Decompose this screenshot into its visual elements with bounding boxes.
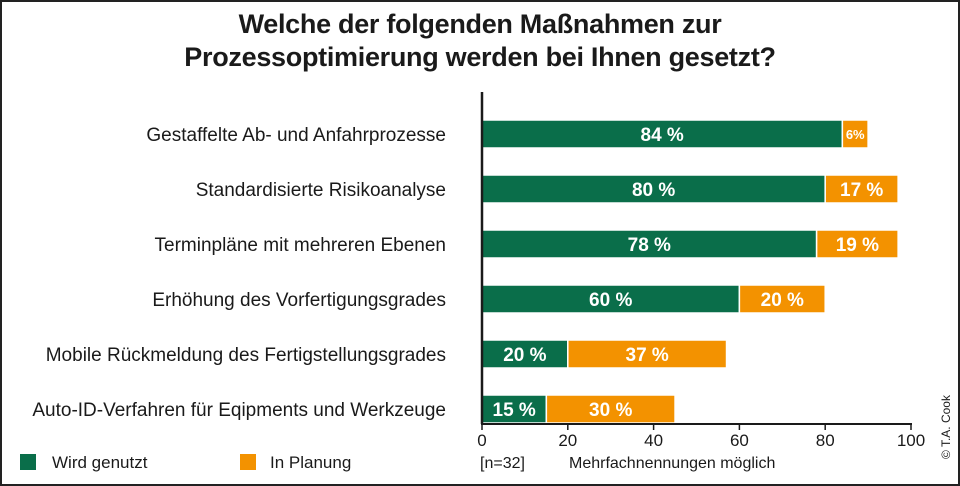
value-label-wird-genutzt-6: 15 % <box>493 400 536 421</box>
x-tick-label-0: 0 <box>477 431 486 450</box>
value-label-in-planung-6: 30 % <box>589 400 632 421</box>
category-label-standardisierte-risikoanalyse: Standardisierte Risikoanalyse <box>196 180 446 201</box>
value-label-in-planung-3: 19 % <box>836 235 879 256</box>
value-label-wird-genutzt-2: 80 % <box>632 180 675 201</box>
category-label-mobile-rueckmeldung-des-fertigstellungsgrades: Mobile Rückmeldung des Fertigstellungsgr… <box>46 345 446 366</box>
category-label-terminplaene-mit-mehreren-ebenen: Terminpläne mit mehreren Ebenen <box>155 235 447 256</box>
value-label-in-planung-5: 37 % <box>626 345 669 366</box>
chart-title: Welche der folgenden Maßnahmen zur Proze… <box>2 8 958 74</box>
category-label-auto-id-verfahren-fuer-eqipments-und-werkzeuge: Auto-ID-Verfahren für Eqipments und Werk… <box>32 400 446 421</box>
bar-in-planung-6 <box>545 394 676 424</box>
value-label-wird-genutzt-5: 20 % <box>503 345 546 366</box>
bar-wird-genutzt-3 <box>481 229 818 259</box>
legend-swatch-wird-genutzt <box>20 454 36 470</box>
legend-label-in-planung: In Planung <box>270 453 351 472</box>
bar-in-planung-1 <box>841 119 869 149</box>
legend-label-wird-genutzt: Wird genutzt <box>52 453 148 472</box>
x-tick-label-20: 20 <box>558 431 577 450</box>
bar-in-planung-3 <box>815 229 899 259</box>
bar-in-planung-2 <box>824 174 899 204</box>
copyright-note: © T.A. Cook <box>939 394 953 459</box>
value-label-wird-genutzt-3: 78 % <box>628 235 671 256</box>
bar-group: 84 % 6% 80 % 17 % 78 % 19 % 60 % 20 % 20 % 37 % 15… <box>481 119 899 424</box>
category-label-gestaffelte-ab-und-anfahrprozesse: Gestaffelte Ab- und Anfahrprozesse <box>146 125 446 146</box>
x-tick-label-40: 40 <box>644 431 663 450</box>
value-label-in-planung-2: 17 % <box>840 180 883 201</box>
chart-title-line-1: Welche der folgenden Maßnahmen zur <box>238 9 722 39</box>
legend-swatch-in-planung <box>240 454 256 470</box>
x-tick-label-60: 60 <box>730 431 749 450</box>
x-axis: 0 20 40 60 80 100 <box>477 92 925 450</box>
value-label-in-planung-4: 20 % <box>761 290 804 311</box>
x-tick-label-80: 80 <box>816 431 835 450</box>
x-tick-label-100: 100 <box>897 431 925 450</box>
chart-title-line-2: Prozessoptimierung werden bei Ihnen gese… <box>184 42 776 72</box>
multiple-answers-note: Mehrfachnennungen möglich <box>569 455 775 472</box>
value-label-wird-genutzt-1: 84 % <box>641 125 684 146</box>
bar-in-planung-5 <box>567 339 728 369</box>
bar-in-planung-4 <box>738 284 826 314</box>
sample-size-note: [n=32] <box>480 455 525 472</box>
bar-wird-genutzt-5 <box>481 339 569 369</box>
category-labels: Gestaffelte Ab- und Anfahrprozesse Standa… <box>32 125 446 421</box>
bar-wird-genutzt-1 <box>481 119 844 149</box>
bar-wird-genutzt-4 <box>481 284 741 314</box>
category-label-erhoehung-des-vorfertigungsgrades: Erhöhung des Vorfertigungsgrades <box>152 290 446 311</box>
value-label-wird-genutzt-4: 60 % <box>589 290 632 311</box>
value-label-in-planung-1: 6% <box>846 127 865 142</box>
legend: Wird genutzt In Planung <box>20 453 351 472</box>
